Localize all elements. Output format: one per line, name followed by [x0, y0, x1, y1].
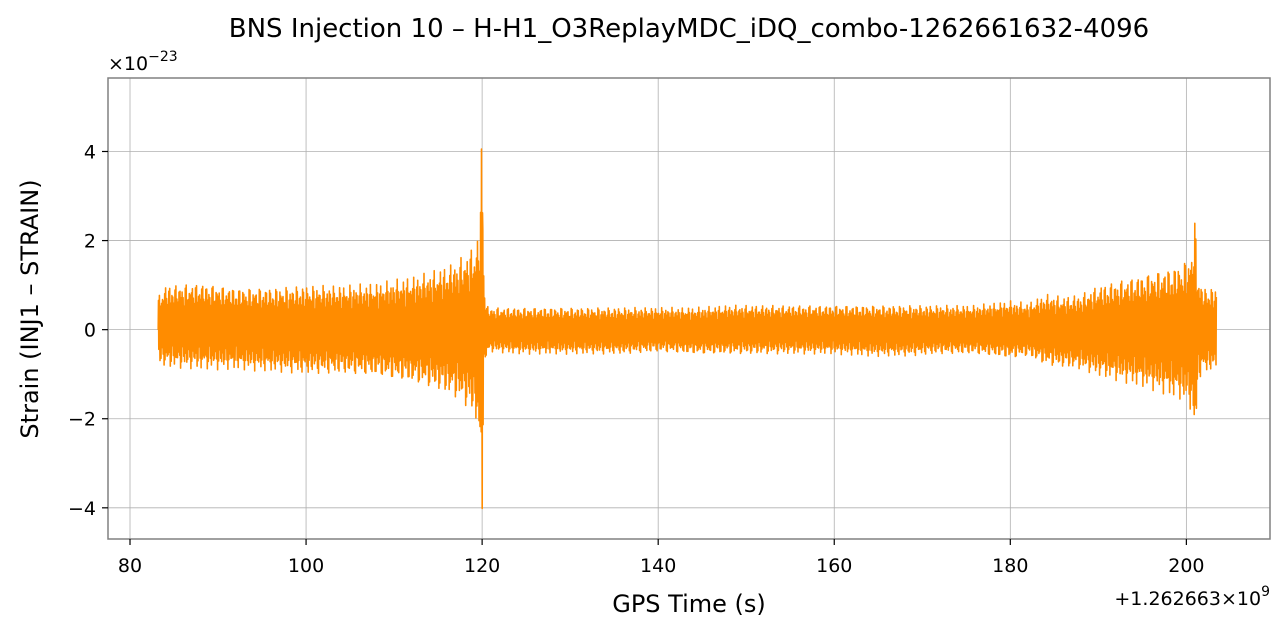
y-axis-multiplier-base: ×10 [108, 53, 148, 75]
y-tick-label: −4 [68, 498, 96, 520]
y-axis-ticks: −4 −2 0 2 4 [68, 141, 108, 520]
x-tick-label: 80 [118, 555, 142, 577]
y-tick-label: 4 [84, 141, 96, 163]
x-tick-label: 120 [464, 555, 500, 577]
x-axis-label: GPS Time (s) [612, 590, 766, 618]
y-tick-label: −2 [68, 409, 96, 431]
x-tick-label: 160 [816, 555, 852, 577]
x-axis-offset-base: +1.262663×10 [1114, 588, 1261, 610]
x-axis-offset: +1.262663×109 [1114, 584, 1270, 610]
x-axis-ticks: 80 100 120 140 160 180 200 [118, 539, 1205, 577]
y-axis-multiplier-exponent: −23 [148, 49, 178, 65]
strain-series-line [157, 148, 1218, 510]
y-axis-label: Strain (INJ1 – STRAIN) [16, 179, 44, 438]
x-tick-label: 200 [1168, 555, 1204, 577]
y-axis-multiplier: ×10−23 [108, 49, 178, 75]
plot-area [157, 148, 1218, 510]
axes-frame [107, 77, 1271, 540]
x-axis-offset-exponent: 9 [1261, 584, 1270, 600]
x-tick-label: 140 [640, 555, 676, 577]
chart-title: BNS Injection 10 – H-H1_O3ReplayMDC_iDQ_… [229, 14, 1149, 44]
y-tick-label: 0 [84, 320, 96, 342]
x-tick-label: 180 [992, 555, 1028, 577]
y-tick-label: 2 [84, 231, 96, 253]
x-tick-label: 100 [288, 555, 324, 577]
